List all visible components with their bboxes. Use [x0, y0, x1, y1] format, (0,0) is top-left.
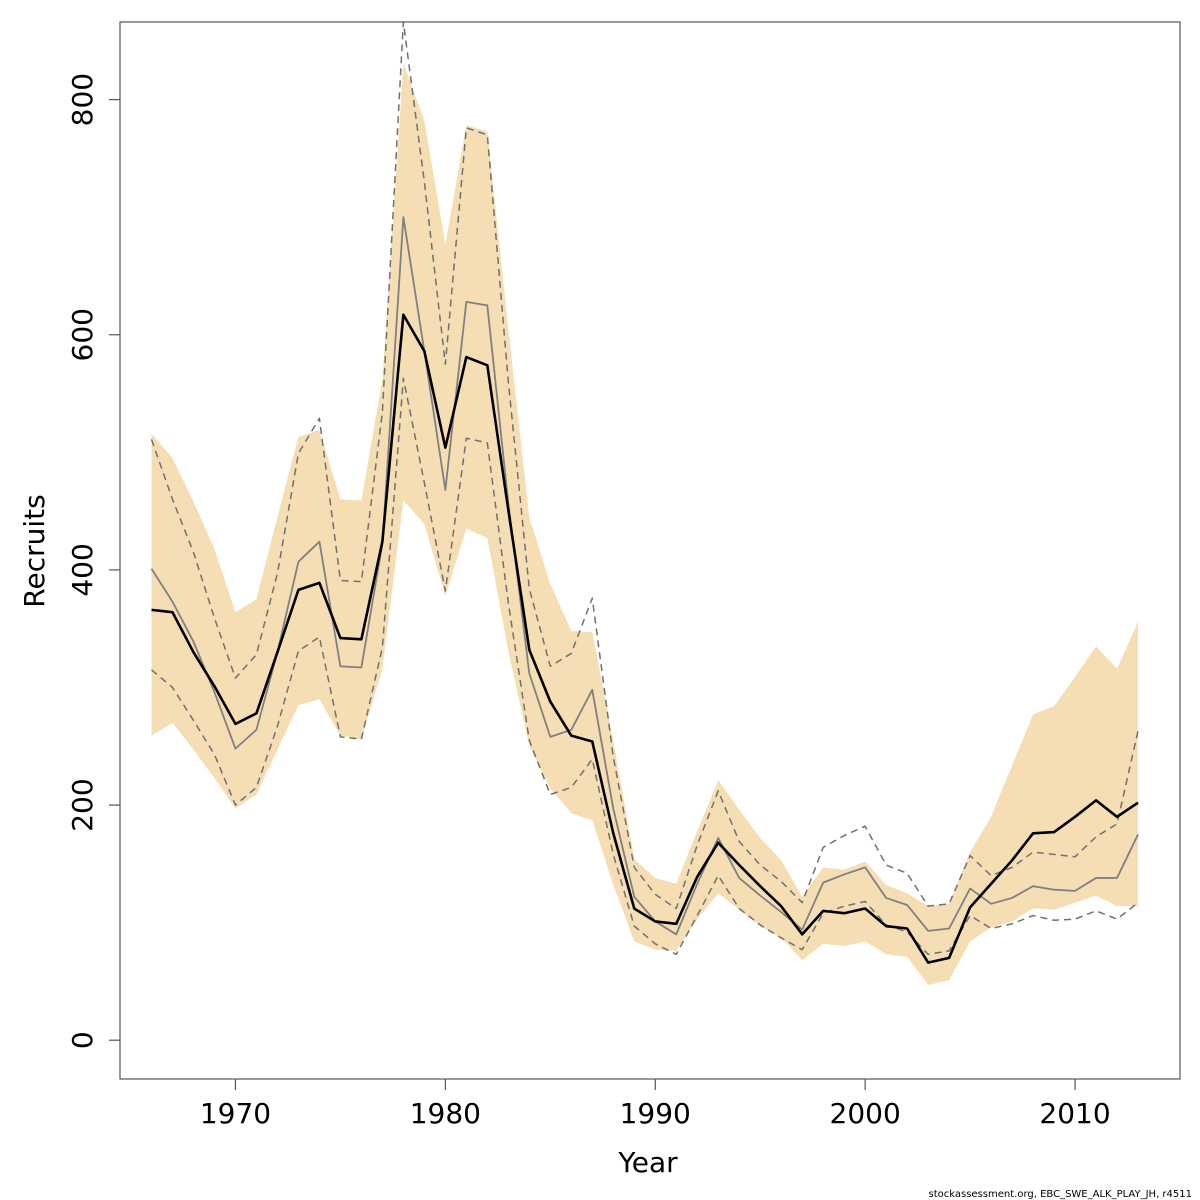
footer-credit: stockassessment.org, EBC_SWE_ALK_PLAY_JH… [929, 1189, 1192, 1200]
y-axis-title: Recruits [18, 494, 51, 607]
x-tick-label: 2010 [1039, 1097, 1110, 1130]
plot-area [150, 21, 1139, 985]
y-tick-label: 400 [66, 543, 99, 596]
axes: 1970 1980 1990 2000 2010 0 200 400 600 800 [66, 21, 1181, 1130]
plot-frame [119, 21, 1181, 1080]
series-line-alt-lower [151, 377, 1139, 956]
x-tick-label: 1990 [620, 1097, 691, 1130]
series-line-alt-estimate [150, 216, 1139, 936]
y-tick-label: 0 [66, 1031, 99, 1049]
y-tick-label: 600 [66, 308, 99, 361]
series-line-estimate [151, 313, 1139, 964]
x-tick-label: 1970 [200, 1097, 271, 1130]
x-tick-label: 2000 [830, 1097, 901, 1130]
y-tick-label: 200 [66, 778, 99, 831]
confidence-band [151, 63, 1139, 985]
x-axis-title: Year [617, 1146, 678, 1179]
x-tick-label: 1980 [410, 1097, 481, 1130]
y-tick-label: 800 [66, 73, 99, 126]
